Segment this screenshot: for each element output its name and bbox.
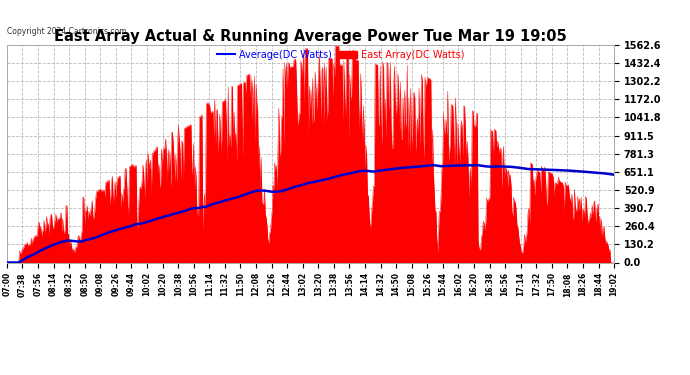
Text: Copyright 2024 Cartronics.com: Copyright 2024 Cartronics.com [7, 27, 126, 36]
Legend: Average(DC Watts), East Array(DC Watts): Average(DC Watts), East Array(DC Watts) [217, 50, 464, 60]
Title: East Array Actual & Running Average Power Tue Mar 19 19:05: East Array Actual & Running Average Powe… [54, 29, 567, 44]
